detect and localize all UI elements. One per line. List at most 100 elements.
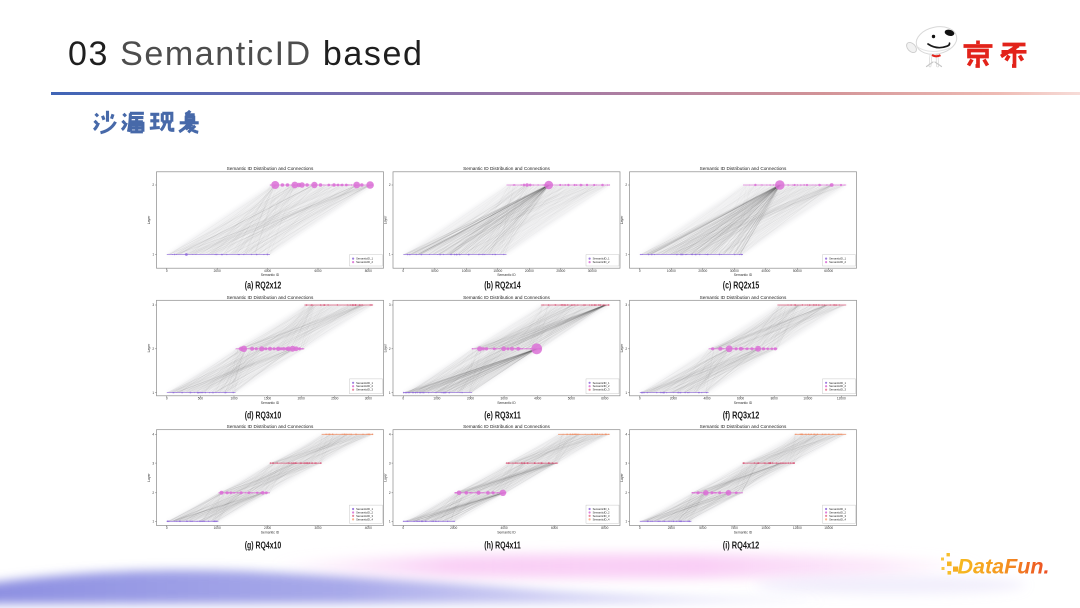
svg-text:Semantic ID: Semantic ID <box>261 531 280 535</box>
svg-text:Layer: Layer <box>147 472 151 481</box>
svg-text:0: 0 <box>402 397 404 401</box>
svg-text:0: 0 <box>639 397 641 401</box>
svg-text:7500: 7500 <box>731 526 738 530</box>
svg-text:6000: 6000 <box>601 397 608 401</box>
svg-text:Layer: Layer <box>620 472 624 481</box>
svg-text:1: 1 <box>152 253 154 257</box>
svg-text:SemanticID_1: SemanticID_1 <box>593 381 610 385</box>
svg-text:2000: 2000 <box>214 269 221 273</box>
svg-text:SemanticID_2: SemanticID_2 <box>356 384 373 388</box>
svg-text:SemanticID_3: SemanticID_3 <box>593 514 610 518</box>
svg-text:Semantic ID Distribution and C: Semantic ID Distribution and Connections <box>227 295 314 300</box>
svg-text:Semantic ID: Semantic ID <box>497 531 516 535</box>
svg-text:SemanticID_1: SemanticID_1 <box>356 507 373 511</box>
svg-text:2: 2 <box>625 183 627 187</box>
svg-text:0: 0 <box>166 526 168 530</box>
svg-text:SemanticID_2: SemanticID_2 <box>593 384 610 388</box>
svg-text:15000: 15000 <box>493 269 502 273</box>
svg-text:10000: 10000 <box>803 397 812 401</box>
svg-text:4: 4 <box>152 433 154 437</box>
svg-text:4000: 4000 <box>501 526 508 530</box>
svg-text:1: 1 <box>625 253 627 257</box>
svg-text:2: 2 <box>152 347 154 351</box>
svg-text:SemanticID_3: SemanticID_3 <box>356 388 373 392</box>
svg-text:(i) RQ4x12: (i) RQ4x12 <box>723 541 760 552</box>
svg-text:Semantic ID: Semantic ID <box>497 273 516 277</box>
svg-text:6000: 6000 <box>737 397 744 401</box>
svg-text:4000: 4000 <box>365 526 372 530</box>
svg-text:0: 0 <box>166 397 168 401</box>
svg-text:Semantic ID Distribution and C: Semantic ID Distribution and Connections <box>227 166 314 171</box>
svg-text:6000: 6000 <box>551 526 558 530</box>
svg-text:4: 4 <box>389 433 391 437</box>
svg-text:1: 1 <box>389 520 391 524</box>
svg-text:2: 2 <box>389 491 391 495</box>
svg-text:10000: 10000 <box>462 269 471 273</box>
svg-text:SemanticID_3: SemanticID_3 <box>829 514 846 518</box>
svg-text:Semantic ID Distribution and C: Semantic ID Distribution and Connections <box>700 166 787 171</box>
svg-text:3: 3 <box>152 303 154 307</box>
svg-text:1000: 1000 <box>433 397 440 401</box>
svg-text:1000: 1000 <box>214 526 221 530</box>
svg-text:2000: 2000 <box>450 526 457 530</box>
svg-text:2500: 2500 <box>668 526 675 530</box>
svg-text:8000: 8000 <box>365 269 372 273</box>
svg-text:SemanticID_2: SemanticID_2 <box>593 511 610 515</box>
svg-text:(f) RQ3x12: (f) RQ3x12 <box>723 410 760 421</box>
svg-text:4000: 4000 <box>703 397 710 401</box>
svg-text:0: 0 <box>639 526 641 530</box>
svg-text:10000: 10000 <box>761 526 770 530</box>
svg-text:500: 500 <box>198 397 204 401</box>
svg-text:1: 1 <box>152 520 154 524</box>
svg-text:2000: 2000 <box>467 397 474 401</box>
svg-text:(h) RQ4x11: (h) RQ4x11 <box>484 541 521 552</box>
svg-text:Layer: Layer <box>147 215 151 224</box>
svg-text:10000: 10000 <box>667 269 676 273</box>
svg-text:1: 1 <box>625 391 627 395</box>
svg-text:0: 0 <box>402 526 404 530</box>
svg-text:Layer: Layer <box>384 215 388 224</box>
svg-text:3: 3 <box>389 303 391 307</box>
svg-text:Semantic ID: Semantic ID <box>497 401 516 405</box>
svg-text:2: 2 <box>152 183 154 187</box>
svg-text:SemanticID_2: SemanticID_2 <box>356 260 373 264</box>
svg-text:SemanticID_2: SemanticID_2 <box>829 384 846 388</box>
svg-text:2000: 2000 <box>264 526 271 530</box>
svg-text:5000: 5000 <box>699 526 706 530</box>
svg-text:Layer: Layer <box>620 343 624 352</box>
svg-text:3000: 3000 <box>314 526 321 530</box>
svg-text:(g) RQ4x10: (g) RQ4x10 <box>245 541 282 552</box>
svg-text:3: 3 <box>152 461 154 465</box>
svg-text:2: 2 <box>152 491 154 495</box>
svg-text:1: 1 <box>625 520 627 524</box>
svg-text:DataFun.: DataFun. <box>958 555 1050 579</box>
svg-text:30000: 30000 <box>730 269 739 273</box>
svg-text:SemanticID_1: SemanticID_1 <box>593 257 610 261</box>
svg-text:20000: 20000 <box>698 269 707 273</box>
svg-text:25000: 25000 <box>556 269 565 273</box>
svg-text:1: 1 <box>152 391 154 395</box>
svg-text:2000: 2000 <box>670 397 677 401</box>
svg-text:6000: 6000 <box>314 269 321 273</box>
svg-text:60000: 60000 <box>824 269 833 273</box>
svg-text:40000: 40000 <box>761 269 770 273</box>
svg-text:3000: 3000 <box>365 397 372 401</box>
svg-text:2000: 2000 <box>298 397 305 401</box>
svg-text:15000: 15000 <box>824 526 833 530</box>
svg-text:3: 3 <box>625 303 627 307</box>
svg-text:SemanticID_2: SemanticID_2 <box>829 511 846 515</box>
svg-text:SemanticID_2: SemanticID_2 <box>829 260 846 264</box>
svg-text:Semantic ID: Semantic ID <box>261 401 280 405</box>
svg-text:20000: 20000 <box>525 269 534 273</box>
svg-text:0: 0 <box>639 269 641 273</box>
svg-text:Layer: Layer <box>620 215 624 224</box>
svg-text:0: 0 <box>166 269 168 273</box>
svg-text:Layer: Layer <box>384 343 388 352</box>
svg-text:4000: 4000 <box>534 397 541 401</box>
svg-text:8000: 8000 <box>601 526 608 530</box>
svg-text:SemanticID_2: SemanticID_2 <box>356 511 373 515</box>
svg-text:Semantic ID Distribution and C: Semantic ID Distribution and Connections <box>700 424 787 429</box>
svg-text:12500: 12500 <box>793 526 802 530</box>
svg-text:30000: 30000 <box>588 269 597 273</box>
svg-text:SemanticID_1: SemanticID_1 <box>356 257 373 261</box>
